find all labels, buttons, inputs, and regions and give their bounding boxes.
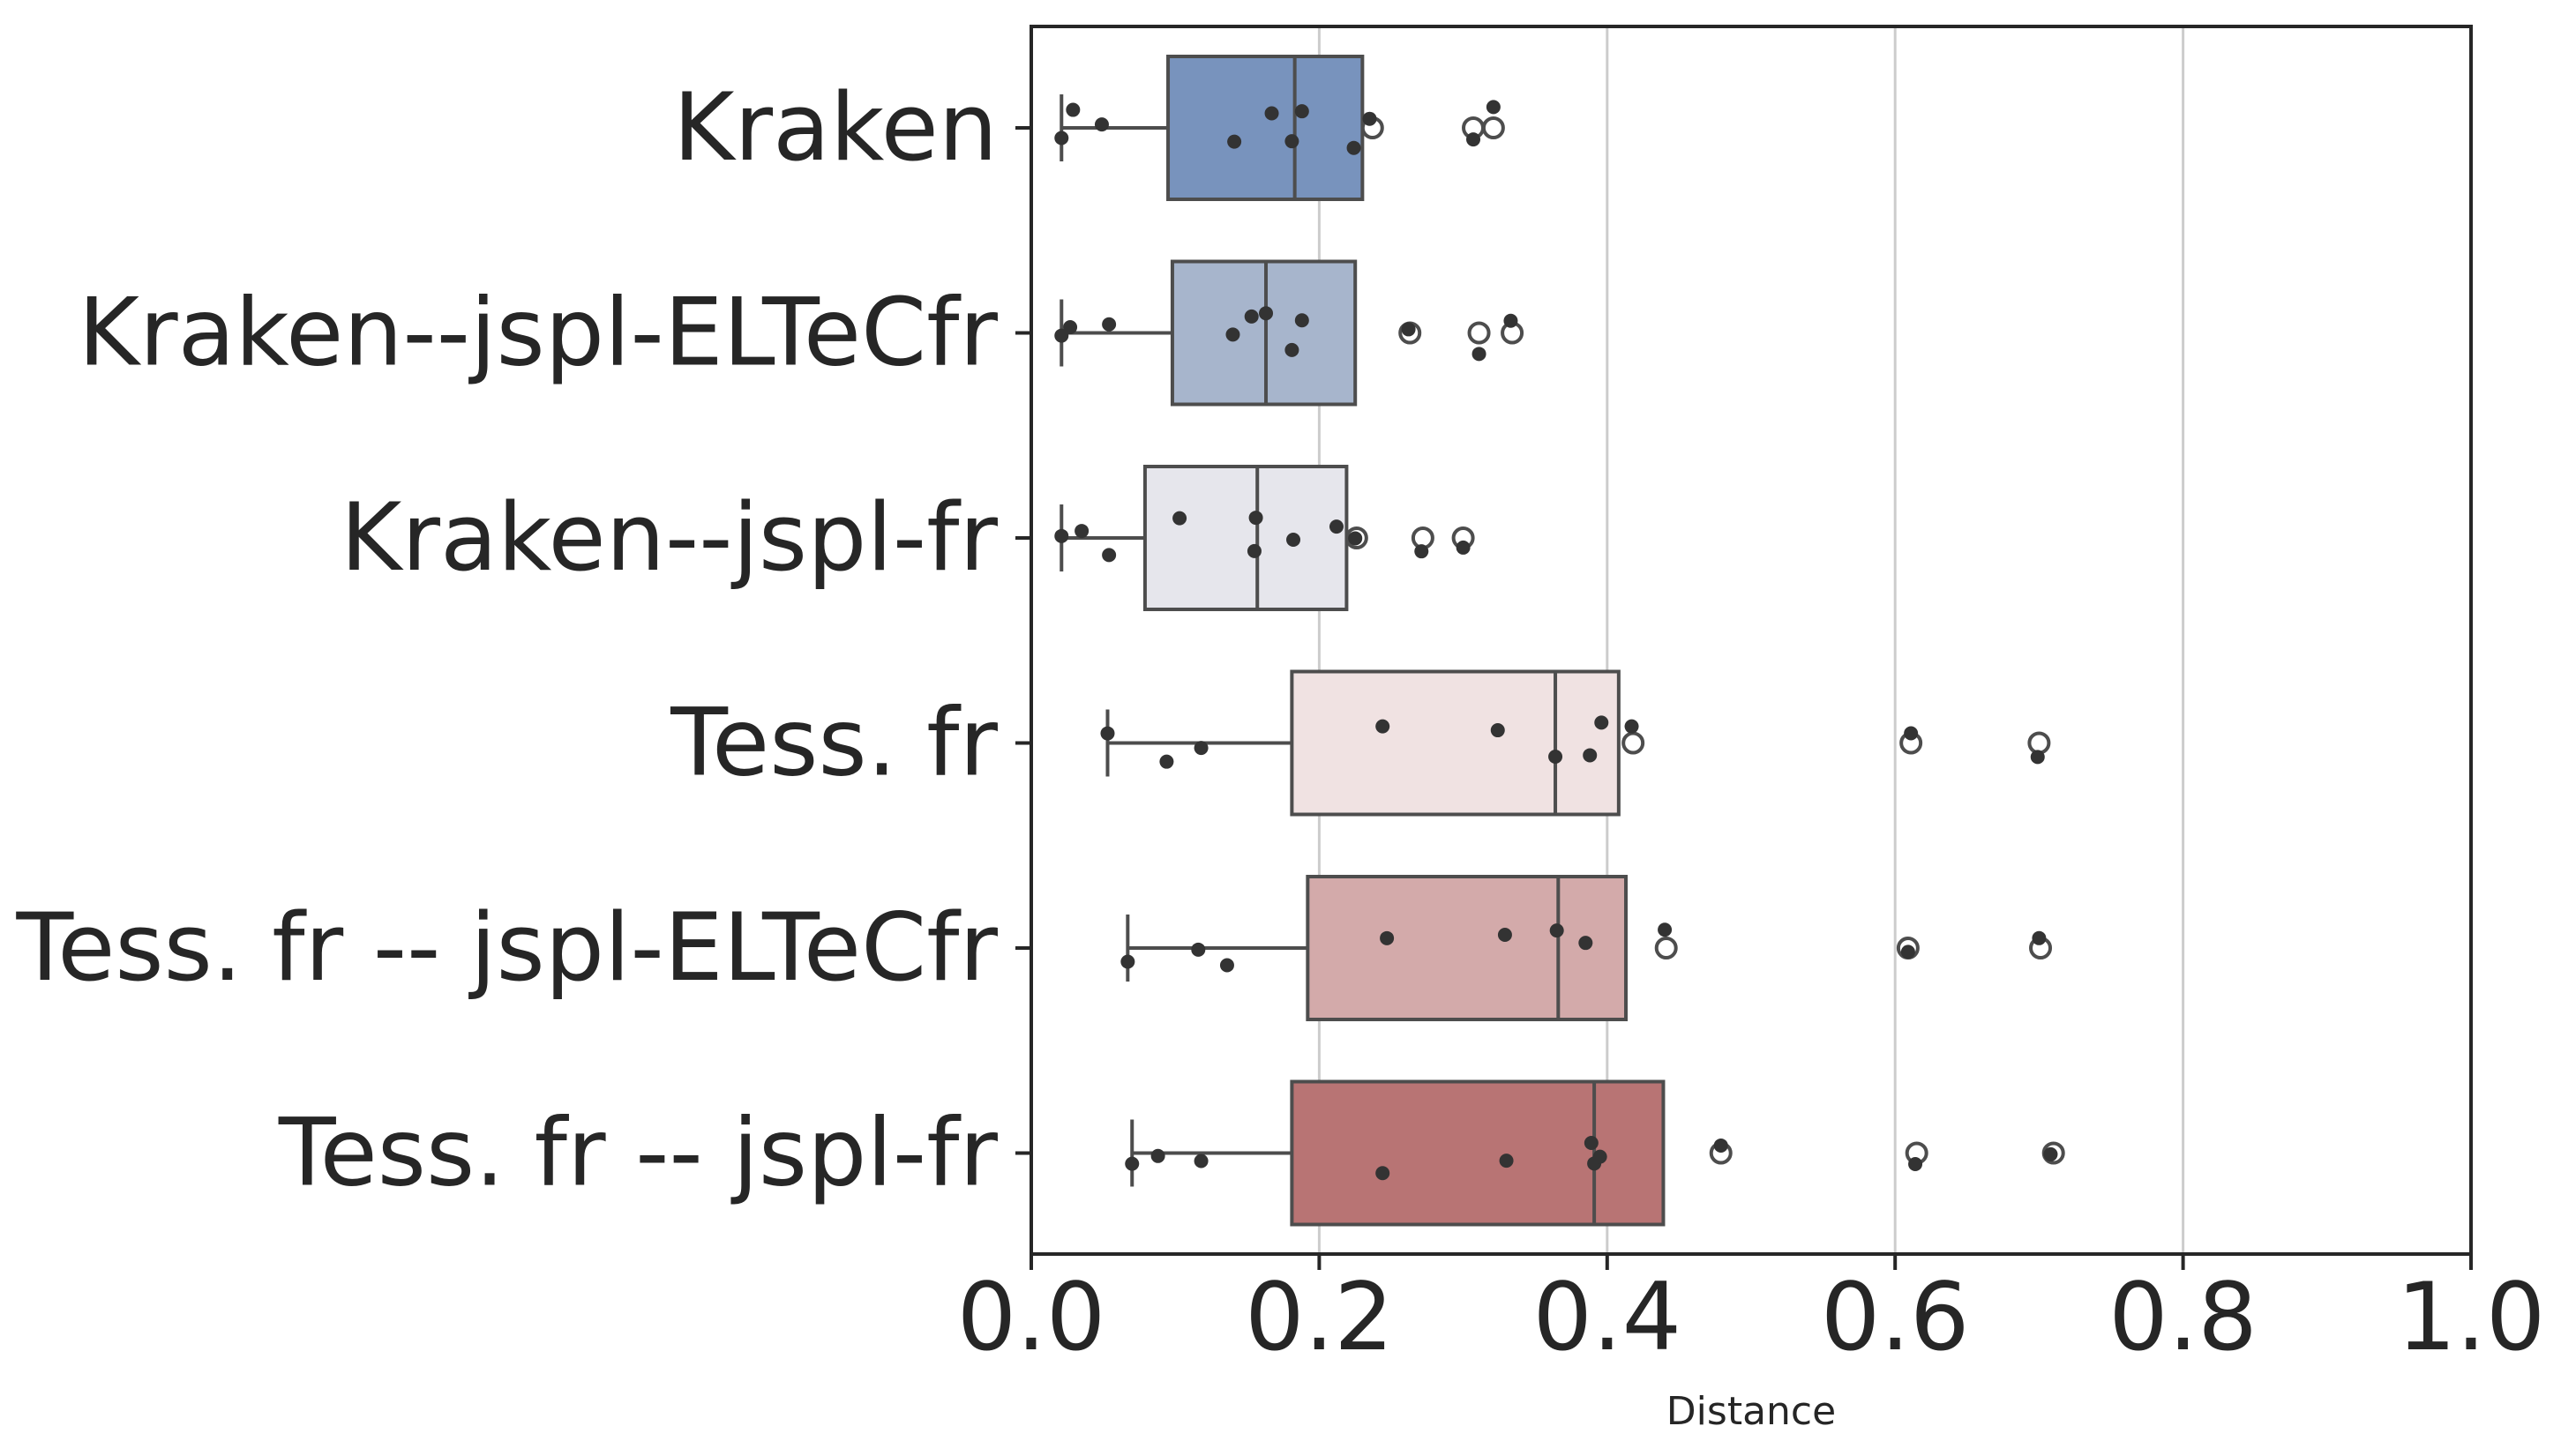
strip-point (2032, 930, 2047, 945)
strip-point (1375, 1166, 1390, 1181)
strip-point (1247, 543, 1262, 558)
x-tick-label: 0.4 (1533, 1263, 1682, 1371)
flier-point (1467, 321, 1491, 345)
strip-point (1329, 519, 1344, 534)
strip-point (1286, 532, 1301, 547)
strip-point (1225, 327, 1240, 342)
strip-point (1490, 723, 1505, 738)
strip-point (1346, 140, 1361, 155)
axes: 0.0 0.2 0.4 0.6 0.8 1.0 Kraken Kraken--jspl-ELT… (15, 73, 2545, 1371)
strip-point (1075, 524, 1090, 539)
strip-point (1486, 100, 1501, 115)
strip-point (2043, 1146, 2058, 1161)
strip-point (1194, 741, 1209, 756)
strip-point (1150, 1148, 1165, 1163)
strip-point (1172, 511, 1187, 526)
strip-point (1592, 1149, 1607, 1164)
strip-point (1294, 104, 1309, 119)
flier-point (1621, 731, 1645, 755)
strip-point (1054, 328, 1069, 343)
strip-point (1066, 102, 1081, 117)
strip-point (1624, 719, 1639, 734)
y-tick-label: Tess. fr -- jspl-ELTeCfr (15, 893, 998, 1002)
strip-point (1219, 958, 1234, 973)
strip-point (1503, 313, 1518, 328)
strip-point (1191, 942, 1206, 957)
flier-point (2027, 731, 2051, 755)
x-tick-label: 0.0 (957, 1263, 1106, 1371)
strip-point (1284, 134, 1299, 149)
strip-point (1584, 1135, 1599, 1150)
strip-point (1497, 928, 1512, 943)
strip-point (1094, 117, 1109, 132)
strip-point (1549, 923, 1564, 938)
strip-point (1194, 1154, 1209, 1169)
box (1166, 55, 1365, 201)
strip-point (1102, 317, 1117, 332)
boxes (1060, 55, 2065, 1227)
strip-point (1380, 930, 1395, 945)
strip-point (1159, 754, 1174, 769)
y-tick-label: Kraken (673, 73, 998, 182)
x-tick-label: 0.2 (1245, 1263, 1394, 1371)
x-axis-label: Distance (1666, 1389, 1836, 1434)
strip-point (1102, 548, 1117, 563)
y-tick-label: Kraken--jspl-fr (341, 483, 999, 592)
strip-point (1054, 528, 1069, 543)
strip-point (1456, 540, 1471, 555)
strip-point (1713, 1138, 1728, 1153)
strip-point (1594, 715, 1609, 730)
strip-point (1063, 319, 1078, 334)
strip-points (1054, 100, 2058, 1181)
box (1306, 875, 1629, 1021)
y-tick-label: Tess. fr (670, 689, 998, 797)
grid-lines (1317, 26, 2185, 1254)
strip-point (1264, 106, 1279, 121)
strip-point (1227, 134, 1242, 149)
strip-point (1054, 131, 1069, 146)
box (1290, 1079, 1666, 1227)
y-tick-label: Kraken--jspl-ELTeCfr (78, 279, 998, 387)
strip-point (1578, 936, 1593, 951)
strip-point (1259, 306, 1274, 321)
box (1290, 669, 1621, 817)
strip-point (1375, 719, 1390, 734)
strip-point (1248, 511, 1263, 526)
strip-point (1471, 347, 1486, 362)
strip-point (1100, 726, 1115, 741)
x-tick-label: 1.0 (2397, 1263, 2546, 1371)
flier-point (1344, 526, 1368, 549)
strip-point (1244, 309, 1259, 324)
x-tick-label: 0.8 (2108, 1263, 2258, 1371)
strip-point (1466, 132, 1481, 147)
box (1170, 259, 1358, 407)
strip-point (1362, 111, 1377, 126)
plot-frame (1030, 25, 2473, 1256)
strip-point (1120, 954, 1135, 969)
flier-point (1481, 116, 1505, 139)
strip-point (1294, 313, 1309, 328)
strip-point (1900, 945, 1915, 959)
box (1142, 465, 1349, 611)
strip-point (1414, 544, 1429, 559)
strip-point (2030, 750, 2045, 765)
strip-point (1348, 531, 1363, 546)
strip-point (1658, 922, 1673, 937)
strip-point (1583, 748, 1598, 763)
flier-point (1654, 937, 1678, 959)
strip-point (1904, 726, 1919, 741)
y-tick-label: Tess. fr -- jspl-fr (278, 1099, 999, 1207)
strip-point (1125, 1156, 1140, 1171)
strip-point (1908, 1157, 1923, 1172)
strip-point (1499, 1154, 1514, 1169)
strip-point (1548, 749, 1563, 764)
x-tick-label: 0.6 (1821, 1263, 1970, 1371)
strip-point (1401, 322, 1416, 337)
strip-point (1284, 342, 1299, 357)
